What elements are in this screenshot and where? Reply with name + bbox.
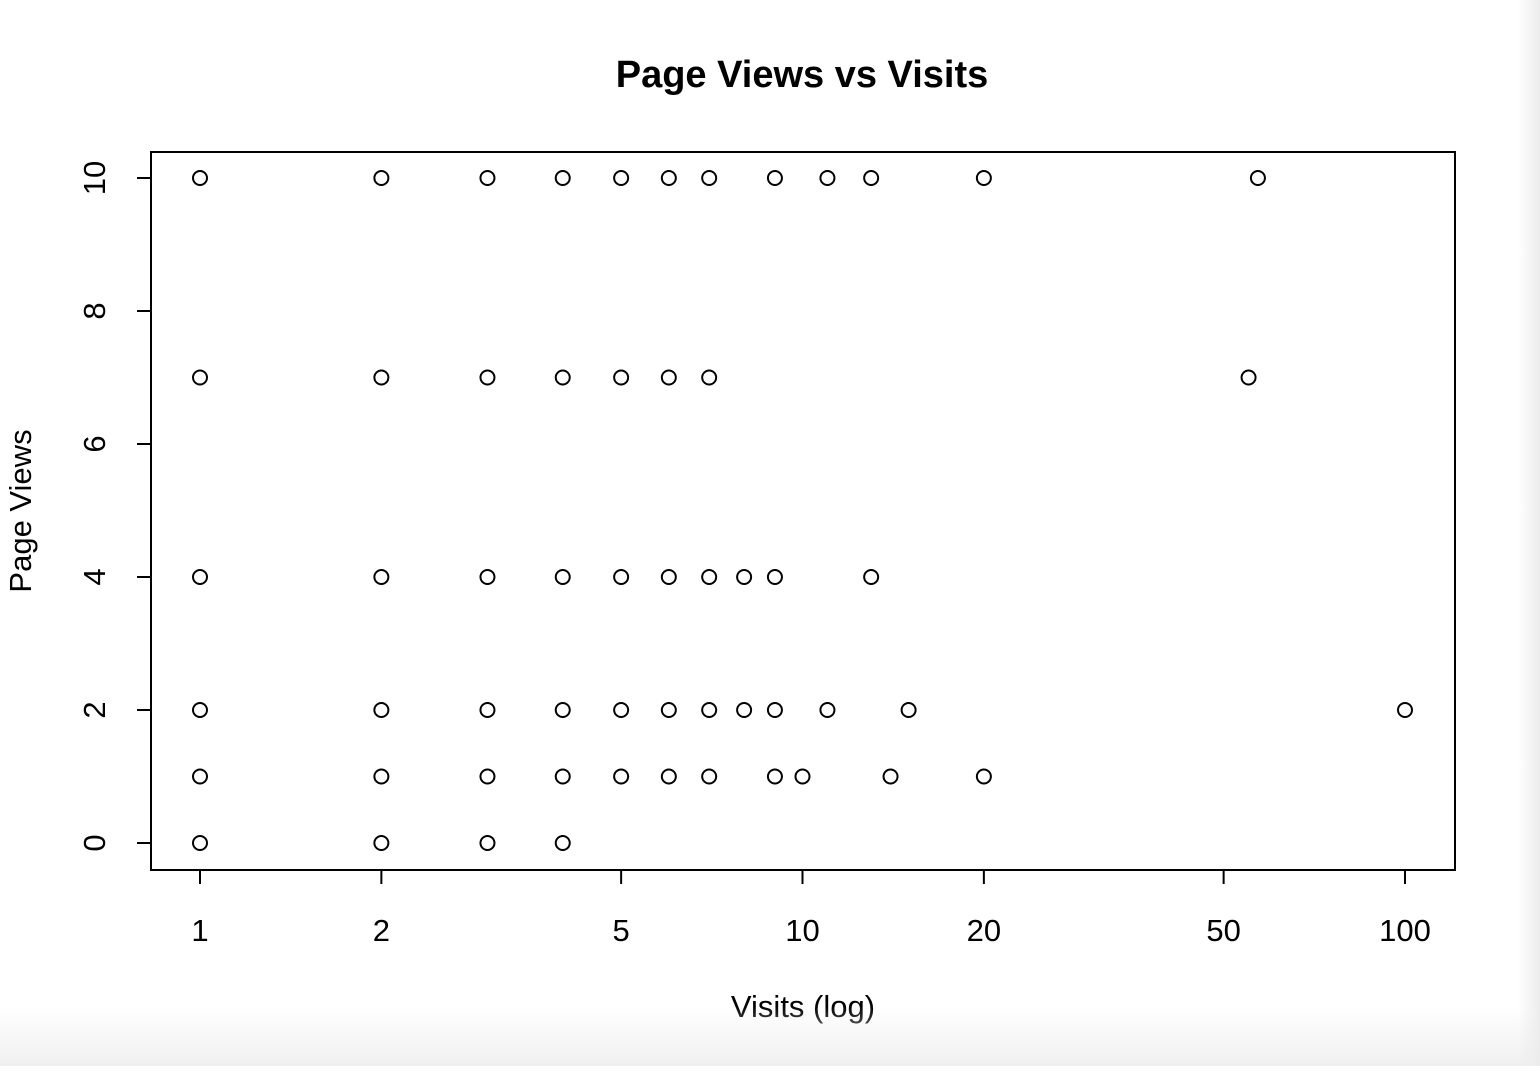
y-axis-label: Page Views bbox=[3, 429, 38, 592]
data-point bbox=[192, 569, 208, 585]
data-point bbox=[701, 369, 718, 386]
data-point bbox=[701, 768, 718, 785]
data-point bbox=[192, 170, 208, 186]
data-point bbox=[766, 170, 783, 186]
data-point bbox=[701, 569, 718, 585]
x-axis: 1 2 5 10 20 50 100 bbox=[191, 869, 1431, 948]
data-point bbox=[479, 768, 496, 785]
y-axis: 0 2 4 6 8 10 bbox=[77, 161, 152, 852]
y-tick-label: 6 bbox=[77, 435, 112, 452]
data-point bbox=[479, 170, 496, 186]
data-point bbox=[373, 170, 390, 186]
data-point bbox=[373, 369, 390, 386]
y-tick-label: 0 bbox=[77, 834, 112, 851]
data-point bbox=[554, 569, 571, 585]
data-point bbox=[554, 369, 571, 386]
data-points bbox=[192, 170, 1413, 851]
x-tick-label: 2 bbox=[373, 913, 390, 948]
data-point bbox=[192, 702, 208, 718]
x-tick-label: 5 bbox=[613, 913, 630, 948]
data-point bbox=[701, 702, 718, 718]
data-point bbox=[863, 569, 880, 585]
data-point bbox=[373, 768, 390, 785]
data-point bbox=[479, 702, 496, 718]
x-tick-label: 10 bbox=[785, 913, 819, 948]
data-point bbox=[660, 702, 677, 718]
data-point bbox=[554, 702, 571, 718]
data-point bbox=[373, 702, 390, 718]
data-point bbox=[975, 768, 992, 785]
x-tick-label: 1 bbox=[191, 913, 208, 948]
data-point bbox=[975, 170, 992, 186]
data-point bbox=[882, 768, 899, 785]
data-point bbox=[819, 702, 836, 718]
data-point bbox=[479, 369, 496, 386]
y-tick-label: 4 bbox=[77, 568, 112, 585]
data-point bbox=[863, 170, 880, 186]
data-point bbox=[613, 569, 630, 585]
y-tick-label: 8 bbox=[77, 302, 112, 319]
x-tick-label: 100 bbox=[1379, 913, 1431, 948]
x-tick-label: 50 bbox=[1206, 913, 1240, 948]
data-point bbox=[736, 702, 753, 718]
data-point bbox=[766, 702, 783, 718]
data-point bbox=[554, 170, 571, 186]
data-point bbox=[479, 835, 496, 851]
data-point bbox=[554, 768, 571, 785]
data-point bbox=[479, 569, 496, 585]
chart-title: Page Views vs Visits bbox=[616, 54, 989, 96]
data-point bbox=[613, 170, 630, 186]
data-point bbox=[660, 569, 677, 585]
plot-area-frame bbox=[150, 151, 1456, 871]
data-point bbox=[192, 369, 208, 386]
data-point bbox=[794, 768, 811, 785]
data-point bbox=[373, 569, 390, 585]
data-point bbox=[660, 369, 677, 386]
data-point bbox=[819, 170, 836, 186]
data-point bbox=[736, 569, 753, 585]
data-point bbox=[373, 835, 390, 851]
data-point bbox=[660, 768, 677, 785]
data-point bbox=[192, 768, 208, 785]
data-point bbox=[660, 170, 677, 186]
data-point bbox=[766, 569, 783, 585]
data-point bbox=[613, 702, 630, 718]
y-tick-label: 10 bbox=[77, 161, 112, 195]
data-point bbox=[1240, 369, 1257, 386]
data-point bbox=[900, 702, 917, 718]
y-tick-label: 2 bbox=[77, 701, 112, 718]
data-point bbox=[613, 768, 630, 785]
data-point bbox=[1249, 170, 1266, 186]
x-axis-label: Visits (log) bbox=[731, 989, 875, 1024]
data-point bbox=[192, 835, 208, 851]
data-point bbox=[766, 768, 783, 785]
data-point bbox=[613, 369, 630, 386]
data-point bbox=[1397, 702, 1413, 718]
data-point bbox=[554, 835, 571, 851]
x-tick-label: 20 bbox=[967, 913, 1001, 948]
data-point bbox=[701, 170, 718, 186]
